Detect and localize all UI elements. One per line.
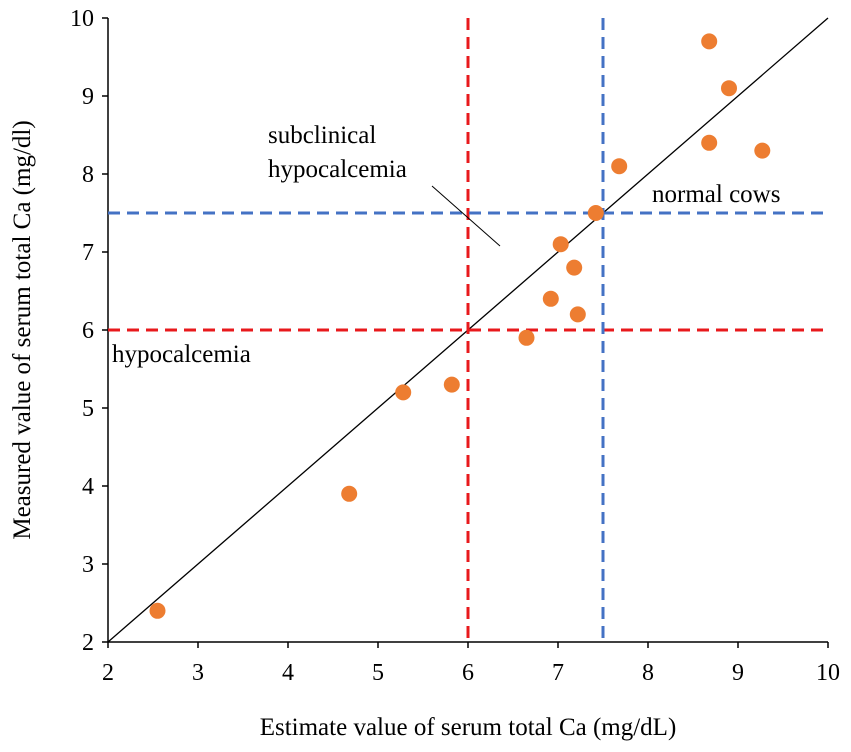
annotation-hypocalcemia: hypocalcemia (112, 341, 251, 368)
y-tick-labels: 2 3 4 5 6 7 8 9 10 (70, 6, 108, 656)
y-tick-label: 7 (82, 240, 94, 266)
data-point (701, 134, 718, 151)
y-axis-title: Measured value of serum total Ca (mg/dl) (9, 120, 36, 539)
reference-lines (107, 17, 829, 643)
y-tick-label: 3 (82, 552, 94, 578)
annotation-normal-cows: normal cows (652, 181, 780, 208)
x-tick-label: 8 (642, 660, 654, 686)
x-tick-label: 4 (282, 660, 294, 686)
data-point (341, 485, 358, 502)
data-point (566, 259, 583, 276)
y-tick-label: 10 (70, 6, 94, 32)
x-tick-label: 3 (192, 660, 204, 686)
data-point (443, 376, 460, 393)
data-point (552, 236, 569, 253)
annotation-hypocalcemia-line2: hypocalcemia (268, 156, 407, 183)
x-tick-label: 10 (816, 660, 840, 686)
data-point (587, 205, 604, 221)
x-tick-label: 2 (102, 660, 114, 686)
data-point (754, 142, 771, 159)
y-tick-label: 6 (82, 318, 94, 344)
data-point (569, 306, 586, 323)
x-tick-label: 5 (372, 660, 384, 686)
data-point (518, 329, 535, 346)
x-tick-label: 7 (552, 660, 564, 686)
x-tick-labels: 2 3 4 5 6 7 8 9 10 (102, 642, 840, 686)
data-point (542, 290, 559, 307)
data-point (149, 602, 166, 619)
data-point (721, 80, 737, 97)
annotation-subclinical: subclinical (268, 122, 376, 149)
y-tick-label: 9 (82, 84, 94, 110)
data-point (701, 33, 718, 50)
y-tick-label: 2 (82, 630, 94, 656)
y-tick-label: 4 (82, 474, 94, 500)
data-points (149, 33, 771, 619)
x-axis-title: Estimate value of serum total Ca (mg/dL) (260, 714, 677, 741)
data-point (611, 158, 628, 175)
x-tick-label: 6 (462, 660, 474, 686)
x-tick-label: 9 (732, 660, 744, 686)
data-point (395, 384, 412, 401)
y-tick-label: 5 (82, 396, 94, 422)
annotation-leader-line (431, 185, 501, 247)
y-tick-label: 8 (82, 162, 94, 188)
